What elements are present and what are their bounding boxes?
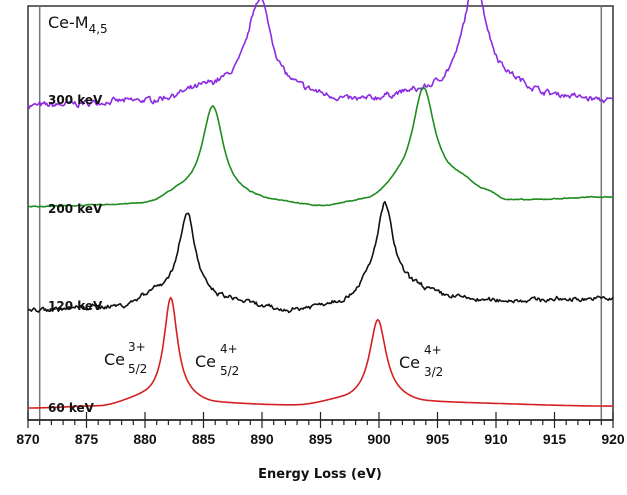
- annotation-sup: 4+: [424, 343, 442, 357]
- x-tick-label: 920: [601, 431, 625, 447]
- x-tick-label: 910: [484, 431, 508, 447]
- series-group: [27, 0, 614, 409]
- x-tick-label: 900: [367, 431, 391, 447]
- chart-title: Ce-M4,5: [48, 13, 108, 36]
- x-tick-label: 915: [543, 431, 567, 447]
- chart-title-subscript: 4,5: [89, 22, 108, 36]
- annotation-base: Ce: [399, 353, 420, 372]
- series-label-120kev: 120 keV: [48, 299, 103, 313]
- annotation-ce4-5-2: Ce 4+ 5/2: [195, 342, 239, 378]
- series-line-60kev: [28, 296, 613, 409]
- annotation-sub: 5/2: [128, 362, 147, 376]
- annotation-sup: 4+: [220, 342, 238, 356]
- x-tick-label: 870: [16, 431, 40, 447]
- x-axis-label: Energy Loss (eV): [258, 467, 382, 482]
- x-tick-label: 885: [192, 431, 216, 447]
- annotation-base: Ce: [195, 352, 216, 371]
- series-label-300kev: 300 keV: [48, 93, 103, 107]
- x-tick-label: 875: [75, 431, 99, 447]
- series-line-200kev: [27, 86, 614, 208]
- x-tick-label: 880: [133, 431, 157, 447]
- series-line-300kev: [27, 0, 614, 110]
- annotation-ce3-5-2: Ce 3+ 5/2: [104, 340, 147, 376]
- annotation-sub: 5/2: [220, 364, 239, 378]
- series-label-60kev: 60 keV: [48, 401, 95, 415]
- x-tick-label: 895: [309, 431, 333, 447]
- x-tick-label: 905: [426, 431, 450, 447]
- annotation-sub: 3/2: [424, 365, 443, 379]
- annotation-base: Ce: [104, 350, 125, 369]
- chart-title-main: Ce-M: [48, 13, 89, 32]
- x-tick-label: 890: [250, 431, 274, 447]
- series-line-120kev: [27, 200, 614, 314]
- annotation-ce4-3-2: Ce 4+ 3/2: [399, 343, 443, 379]
- x-axis: 870 875 880 885 890 895 900 905 910 915 920: [16, 412, 625, 447]
- reference-lines: [38, 6, 603, 420]
- annotation-sup: 3+: [128, 340, 146, 354]
- series-label-200kev: 200 keV: [48, 202, 103, 216]
